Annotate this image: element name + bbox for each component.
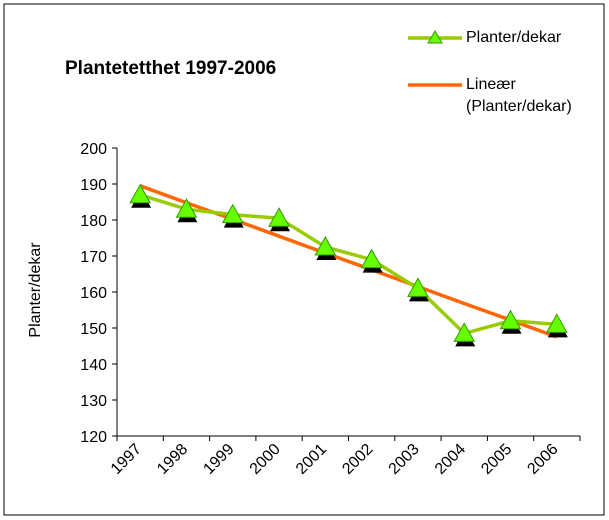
marker [546,313,568,333]
marker [221,203,244,224]
data-point [314,235,337,260]
y-tick-label: 120 [80,429,107,446]
legend-marker [427,30,443,44]
data-point [175,198,198,223]
marker [453,322,476,342]
y-tick-label: 170 [80,249,107,266]
y-axis-label: Planter/dekar [27,242,44,338]
data-point [221,203,244,228]
legend-label: Planter/dekar [466,29,562,46]
y-tick-label: 140 [80,357,107,374]
marker [314,235,337,256]
data-point [407,277,429,302]
data-point [453,322,476,347]
marker [268,207,290,227]
series-line [139,193,557,336]
y-tick-label: 130 [80,393,107,410]
marker [175,198,198,218]
data-point [360,248,383,273]
data-point [268,207,291,232]
y-tick-label: 180 [80,213,107,230]
data-point [499,309,522,334]
y-tick-label: 200 [80,141,107,158]
y-tick-label: 190 [80,177,107,194]
chart-border [3,3,605,516]
marker [129,183,151,204]
data-point [546,313,568,338]
marker [499,309,522,330]
data-point [129,183,152,208]
marker [360,248,383,269]
legend-label: Lineær (Planter/dekar) [466,76,572,115]
y-tick-label: 150 [80,321,107,338]
y-tick-label: 160 [80,285,107,302]
chart-title: Plantetetthet 1997-2006 [65,58,276,79]
marker [407,277,429,297]
